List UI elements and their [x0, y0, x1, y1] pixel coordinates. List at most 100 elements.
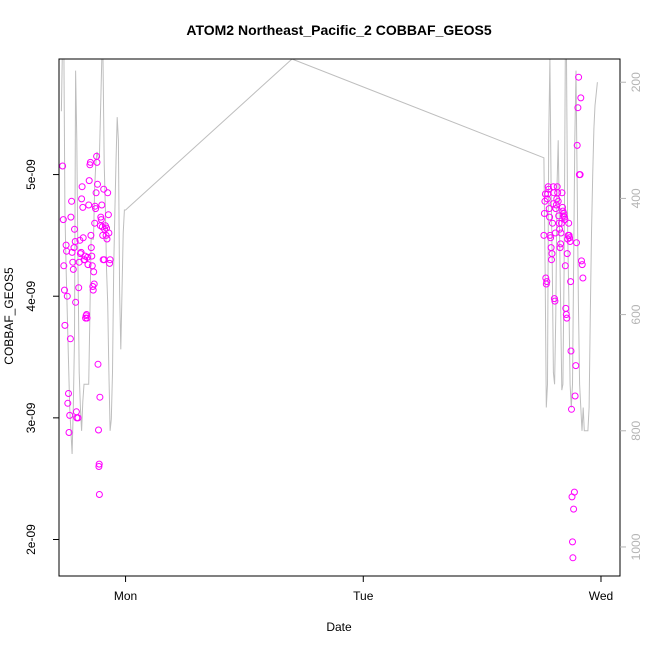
- data-point: [78, 195, 86, 203]
- data-point: [90, 268, 98, 276]
- data-point: [78, 183, 86, 191]
- data-point: [61, 321, 69, 329]
- data-point: [578, 261, 586, 269]
- data-point: [68, 197, 76, 205]
- data-point: [89, 286, 97, 294]
- data-point: [547, 234, 555, 242]
- data-point: [560, 213, 568, 221]
- data-point: [546, 213, 554, 221]
- data-point: [79, 234, 87, 242]
- x-axis-label: Date: [326, 620, 352, 634]
- y-axis-label: COBBAF_GEOS5: [2, 267, 16, 365]
- data-point: [551, 297, 559, 305]
- data-point: [575, 73, 583, 81]
- data-point: [92, 205, 100, 213]
- data-point: [554, 189, 562, 197]
- data-point: [548, 256, 555, 264]
- y-right-tick-label: 200: [629, 72, 643, 92]
- data-point: [543, 195, 551, 203]
- data-point: [561, 262, 569, 270]
- data-point: [558, 189, 566, 197]
- data-point: [574, 104, 582, 112]
- data-point: [93, 158, 101, 166]
- data-point: [72, 298, 80, 306]
- y-right-tick-label: 600: [629, 304, 643, 324]
- data-point: [71, 238, 79, 245]
- data-point: [566, 234, 574, 242]
- data-point: [565, 219, 573, 227]
- data-point: [63, 292, 71, 300]
- data-point: [554, 197, 562, 205]
- y-right-tick-label: 800: [629, 420, 643, 440]
- y-tick-label: 4e-09: [24, 281, 38, 312]
- data-point: [104, 189, 112, 197]
- y-tick-label: 3e-09: [24, 402, 38, 433]
- data-point: [541, 197, 549, 205]
- data-point: [543, 278, 551, 286]
- data-point: [92, 189, 100, 197]
- data-point: [556, 244, 564, 252]
- data-point: [95, 460, 103, 468]
- data-point: [547, 244, 555, 252]
- plot-area: [59, 59, 598, 562]
- data-point: [83, 311, 91, 318]
- data-point: [105, 229, 113, 237]
- data-point: [570, 488, 578, 496]
- data-point: [104, 211, 112, 219]
- data-point: [570, 505, 578, 513]
- data-point: [61, 286, 68, 294]
- x-tick-label: Wed: [589, 589, 613, 603]
- data-point: [556, 225, 564, 233]
- data-point: [573, 239, 580, 247]
- data-point: [95, 491, 103, 498]
- data-point: [567, 347, 575, 355]
- plot-frame: [58, 58, 621, 577]
- data-point: [94, 180, 101, 188]
- data-point: [100, 185, 108, 193]
- data-point: [95, 426, 102, 434]
- data-point: [96, 393, 104, 401]
- data-point: [59, 216, 67, 224]
- data-point: [572, 362, 580, 370]
- pressure-line: [60, 59, 598, 455]
- data-point: [568, 405, 575, 413]
- data-point: [94, 360, 102, 368]
- data-point: [69, 265, 77, 273]
- data-point: [85, 201, 93, 209]
- data-point: [97, 216, 105, 224]
- data-point: [77, 248, 85, 256]
- data-point: [75, 284, 83, 292]
- data-point: [72, 408, 80, 416]
- data-point: [562, 311, 570, 318]
- data-point: [569, 538, 576, 546]
- data-point: [577, 94, 585, 102]
- data-point: [563, 250, 571, 258]
- data-point: [552, 205, 560, 213]
- data-point: [67, 213, 75, 221]
- axes: Mon Tue Wed 2e-09 3e-09 4e-09 5e-09 200 400 600 80…: [24, 72, 643, 603]
- y-tick-label: 2e-09: [24, 524, 38, 555]
- data-point: [544, 183, 552, 191]
- data-point: [66, 335, 74, 343]
- data-point: [87, 244, 95, 252]
- data-point: [74, 414, 82, 422]
- data-point: [576, 171, 584, 179]
- data-point: [579, 274, 587, 282]
- data-point: [87, 231, 95, 239]
- data-point: [549, 219, 556, 227]
- x-tick-label: Tue: [353, 589, 374, 603]
- data-point: [84, 261, 92, 269]
- data-point: [557, 229, 565, 237]
- y-tick-label: 5e-09: [24, 159, 38, 190]
- data-point: [65, 429, 73, 436]
- data-point: [548, 250, 556, 258]
- data-point: [64, 399, 72, 407]
- data-point: [103, 235, 111, 243]
- data-point: [85, 177, 93, 185]
- data-point: [66, 411, 74, 419]
- x-tick-label: Mon: [114, 589, 137, 603]
- data-point: [91, 219, 99, 227]
- data-point: [84, 253, 91, 261]
- data-point: [573, 141, 581, 149]
